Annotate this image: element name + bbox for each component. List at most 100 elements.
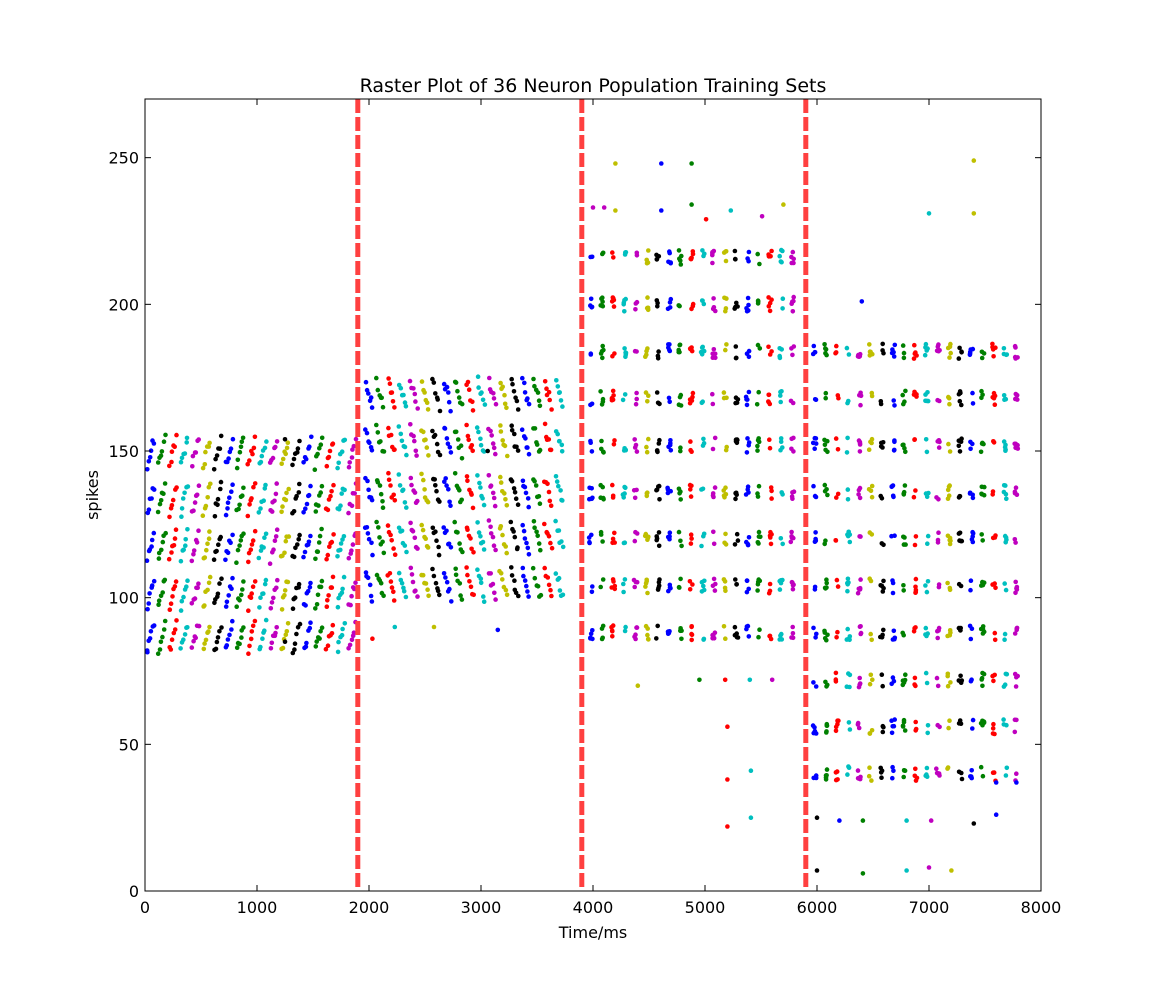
spike-dot <box>481 449 487 454</box>
spike-dot <box>445 441 451 447</box>
spike-dot <box>316 540 322 545</box>
spike-dot <box>303 506 308 512</box>
spike-dot <box>689 624 694 629</box>
spike-dot <box>947 483 952 488</box>
spike-dot <box>247 643 252 649</box>
spike-dot <box>191 638 196 644</box>
spike-dot <box>235 457 241 463</box>
spike-dot <box>446 399 452 405</box>
spike-dot <box>392 552 398 557</box>
spike-dot <box>305 589 311 594</box>
spike-dot <box>768 541 774 547</box>
spike-dot <box>811 680 816 685</box>
spike-dot <box>458 593 463 598</box>
spike-dot <box>947 449 953 454</box>
spike-dot <box>389 585 395 590</box>
spike-dot <box>759 214 765 219</box>
spike-dot <box>192 596 198 601</box>
spike-dot <box>712 588 718 593</box>
spike-dot <box>509 565 514 570</box>
spike-dot <box>464 474 470 479</box>
spike-dot <box>381 593 386 599</box>
spike-dot <box>329 489 334 494</box>
spike-dot <box>546 489 552 495</box>
spike-dot <box>666 395 672 401</box>
spike-dot <box>991 770 997 775</box>
spike-dot <box>981 351 987 356</box>
spike-dot <box>431 624 437 630</box>
spike-dot <box>482 402 488 407</box>
spike-dot <box>610 495 616 500</box>
spike-dot <box>890 775 895 781</box>
spike-dot <box>208 481 213 487</box>
spike-dot <box>867 530 873 535</box>
spike-dot <box>339 449 345 455</box>
spike-dot <box>363 379 369 385</box>
spike-dot <box>780 306 785 311</box>
spike-dot <box>845 497 851 502</box>
spike-dot <box>701 531 707 537</box>
spike-dot <box>632 584 637 590</box>
spike-dot <box>970 529 975 535</box>
spike-dot <box>297 621 303 627</box>
spike-dot <box>475 567 480 572</box>
spike-dot <box>419 522 425 528</box>
spike-dot <box>833 728 839 734</box>
spike-dot <box>724 342 729 347</box>
spike-dot <box>935 635 940 641</box>
spike-dot <box>621 540 627 546</box>
spike-dot <box>868 578 874 584</box>
spike-dot <box>520 375 525 381</box>
spike-dot <box>869 393 875 399</box>
spike-dot <box>934 766 939 771</box>
spike-dot <box>493 401 499 407</box>
spike-dot <box>526 504 531 510</box>
x-tick-label: 6000 <box>797 898 838 917</box>
spike-dot <box>542 421 548 427</box>
spike-dot <box>855 590 861 596</box>
spike-dot <box>813 530 818 535</box>
spike-dot <box>711 576 717 582</box>
spike-dot <box>526 552 532 557</box>
spike-dot <box>189 558 195 564</box>
spike-dot <box>589 304 595 310</box>
spike-dot <box>701 636 707 642</box>
spike-dot <box>500 438 506 443</box>
spike-dot <box>185 578 190 583</box>
spike-dot <box>236 506 241 512</box>
spike-dot <box>769 297 774 303</box>
spike-dot <box>149 496 154 501</box>
spike-dot <box>336 639 341 645</box>
spike-dot <box>525 545 531 551</box>
spike-dot <box>732 542 738 547</box>
spike-dot <box>789 635 794 640</box>
spike-dot <box>218 486 223 492</box>
spike-dot <box>213 456 218 462</box>
spike-dot <box>189 645 195 650</box>
spike-dot <box>723 636 728 641</box>
spike-dot <box>610 388 616 394</box>
spike-dot <box>900 392 905 398</box>
spike-dot <box>179 514 184 519</box>
spike-dot <box>632 348 638 354</box>
spike-dot <box>667 348 673 354</box>
spike-dot <box>878 634 883 640</box>
spike-dot <box>388 483 393 488</box>
spike-dot <box>1012 729 1018 735</box>
spike-dot <box>433 580 439 586</box>
spike-dot <box>193 450 199 455</box>
spike-dot <box>488 571 494 576</box>
spike-dot <box>889 484 894 490</box>
spike-dot <box>857 449 863 454</box>
spike-dot <box>247 502 252 507</box>
spike-dot <box>274 439 280 444</box>
spike-dot <box>160 539 166 545</box>
spike-dot <box>410 529 416 534</box>
spike-dot <box>646 637 651 642</box>
spike-dot <box>657 401 662 407</box>
spike-dot <box>609 299 615 304</box>
spike-dot <box>303 603 308 608</box>
spike-dot <box>1003 535 1009 540</box>
spike-dot <box>182 451 188 456</box>
